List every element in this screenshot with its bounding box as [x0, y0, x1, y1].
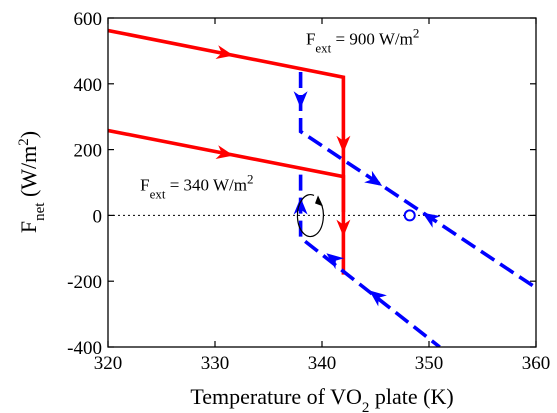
- direction-arrow-1-2: [336, 135, 351, 153]
- x-tick-label: 320: [94, 353, 123, 374]
- direction-arrow-2-2: [364, 170, 383, 186]
- direction-arrow-4-1: [293, 197, 308, 215]
- x-tick-label: 350: [415, 353, 444, 374]
- direction-arrow-4-3: [369, 290, 387, 307]
- y-tick-label: 400: [74, 75, 103, 96]
- cooling-branch-line-2: [298, 72, 536, 290]
- y-axis: -400 -200 0 200 400 600: [67, 9, 536, 359]
- x-tick-label: 330: [201, 353, 230, 374]
- external-flux-annotation-1: Fext = 900 W/m2: [306, 25, 419, 55]
- x-tick-label: 340: [308, 353, 337, 374]
- direction-arrow-3-1: [215, 145, 234, 160]
- x-axis-title: Temperature of VO2 plate (K): [190, 384, 453, 413]
- y-tick-label: -400: [67, 338, 102, 359]
- direction-arrow-3-2: [336, 219, 351, 237]
- y-tick-label: -200: [67, 272, 102, 293]
- direction-arrow-4-2: [326, 253, 345, 270]
- direction-arrow-2-1: [293, 91, 308, 109]
- direction-arrow-2-3: [422, 212, 441, 228]
- heating-branch-line-1: [108, 28, 346, 213]
- cooling-branch-line-4: [298, 174, 441, 347]
- direction-arrow-1-1: [215, 45, 234, 60]
- heating-branch-line-3: [108, 128, 346, 275]
- x-tick-label: 360: [522, 353, 551, 374]
- equilibrium-point-marker: [403, 209, 416, 222]
- loop-annotation: [296, 194, 325, 238]
- external-flux-annotation-2: Fext = 340 W/m2: [140, 171, 253, 201]
- y-tick-label: 0: [93, 206, 103, 227]
- y-tick-label: 200: [74, 141, 103, 162]
- y-tick-label: 600: [74, 9, 103, 30]
- y-axis-title: Fnet (W/m2): [16, 131, 48, 233]
- x-axis: 320 330 340 350 360: [94, 18, 551, 374]
